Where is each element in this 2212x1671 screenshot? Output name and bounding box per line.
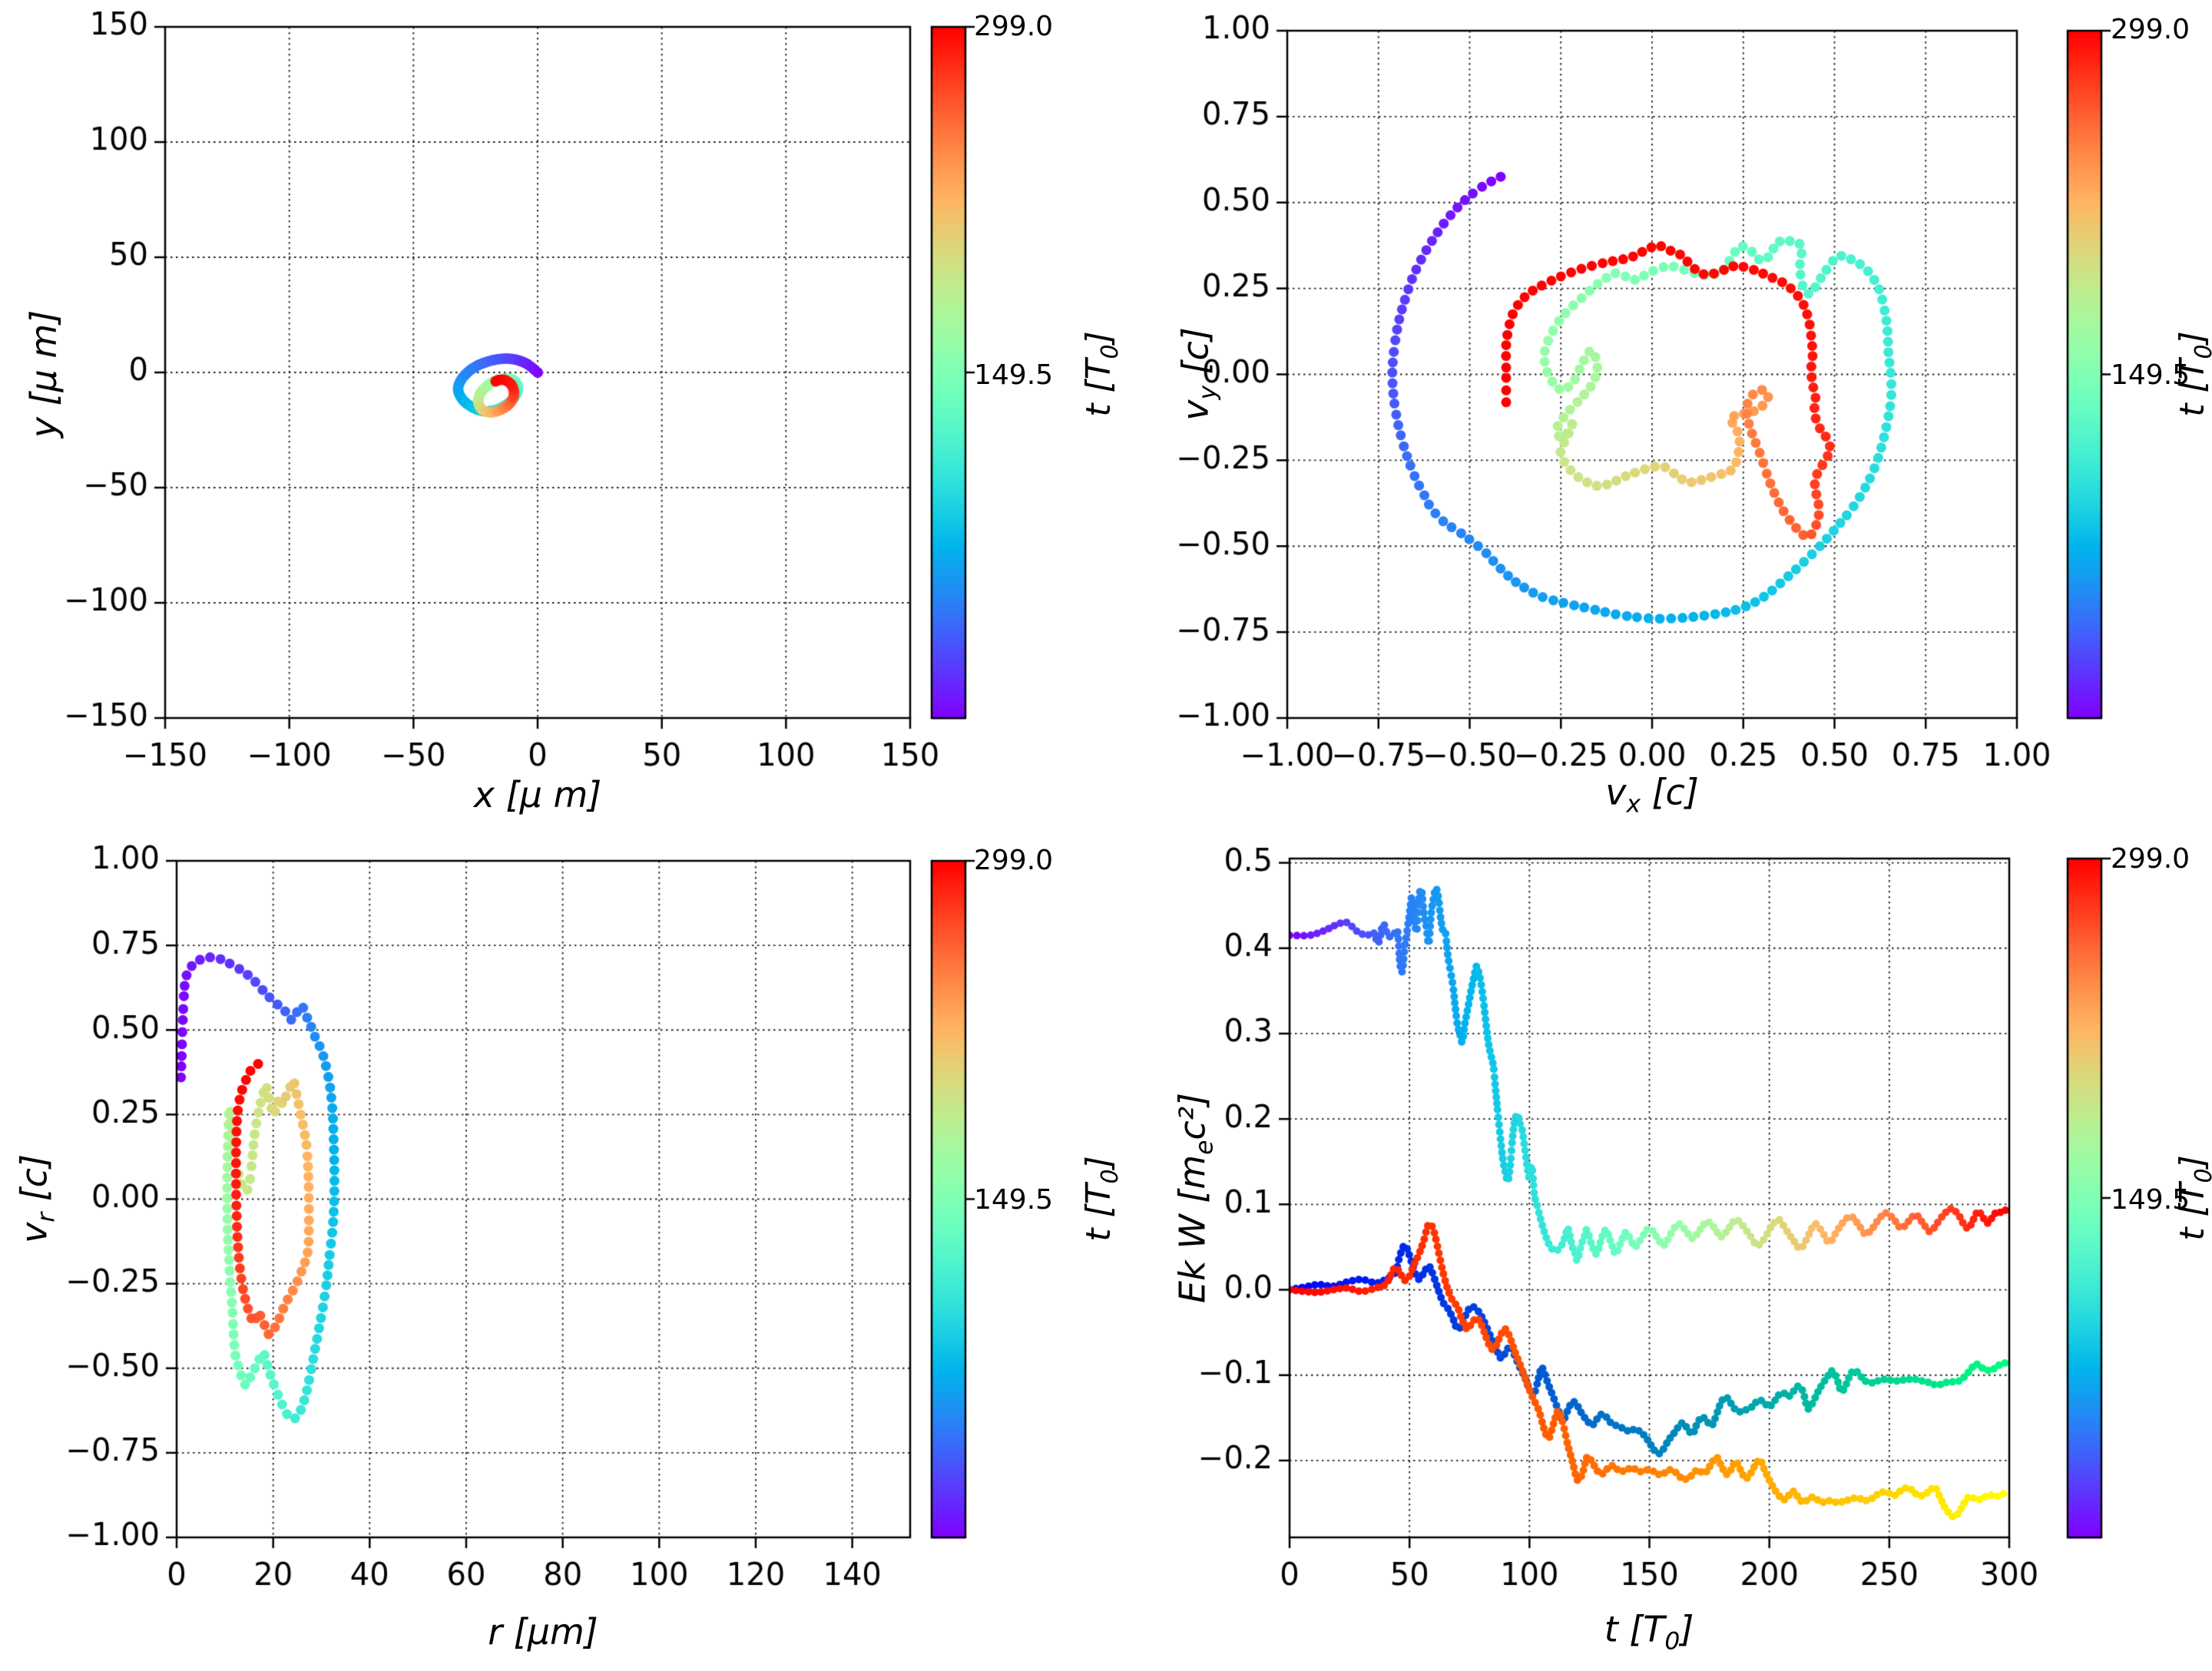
plot3-xlabel: r [μm] [488, 1611, 598, 1653]
colorbar4-mid-label: 149.5 [2111, 1184, 2190, 1216]
plot4-ylabel: Ek W [mec²] [1171, 1093, 1218, 1303]
plot1-ylabel-text: y [μ m] [23, 309, 65, 438]
plot4-xlabel: t [T0] [1604, 1608, 1694, 1655]
plot2-ylabel-rest: [c] [1174, 327, 1217, 386]
colorbar3-title-main: t [T [1079, 1183, 1119, 1242]
plot2-xlabel-main: v [1605, 771, 1627, 813]
colorbar1-title-sub: 0 [1096, 344, 1124, 359]
plot4-xlabel-main: t [T [1604, 1608, 1665, 1650]
colorbar1-title-rest: ] [1079, 331, 1119, 345]
colorbar3-title-sub: 0 [1096, 1169, 1124, 1184]
colorbar3-title-rest: ] [1079, 1156, 1119, 1170]
plot1-ylabel: y [μ m] [23, 310, 65, 438]
colorbar4-title-main: t [T [2173, 1183, 2212, 1241]
plot2-ylabel: vy [c] [1174, 327, 1221, 421]
colorbar2-title: t [T0] [2173, 331, 2212, 416]
plot3-xlabel-text: r [μm] [488, 1611, 598, 1653]
colorbar1-max-label: 299.0 [974, 11, 1054, 42]
colorbar2-mid-label: 149.5 [2111, 359, 2190, 391]
colorbar1-title-main: t [T [1079, 359, 1119, 417]
colorbar2-title-main: t [T [2173, 359, 2212, 417]
plot2-xlabel-sub: x [1626, 790, 1641, 819]
colorbar4-title-rest: ] [2173, 1155, 2212, 1169]
plot3-ylabel-sub: r [32, 1212, 61, 1223]
plot2-xlabel: vx [c] [1605, 771, 1699, 818]
plot1-xlabel: x [μ m] [474, 774, 601, 816]
plot2-ylabel-main: v [1174, 399, 1217, 421]
plot4-ylabel-sub: e [1190, 1140, 1219, 1155]
colorbar1-title: t [T0] [1079, 331, 1124, 416]
colorbar2-max-label: 299.0 [2111, 14, 2190, 45]
colorbar3-max-label: 299.0 [974, 845, 1054, 876]
plot4-ylabel-main: Ek W [m [1171, 1154, 1214, 1304]
colorbar2-title-sub: 0 [2190, 344, 2212, 359]
colorbar2-title-rest: ] [2173, 331, 2212, 345]
colorbar4-max-label: 299.0 [2111, 843, 2190, 875]
plot3-ylabel: vr [c] [13, 1154, 60, 1243]
plot1-xlabel-text: x [μ m] [473, 774, 602, 816]
plot3-ylabel-main: v [13, 1222, 55, 1243]
colorbar4-title-sub: 0 [2190, 1168, 2212, 1183]
colorbar3-mid-label: 149.5 [974, 1184, 1054, 1216]
colorbar1-mid-label: 149.5 [974, 359, 1054, 391]
plot4-ylabel-rest: c²] [1171, 1092, 1214, 1140]
plot4-xlabel-sub: 0 [1664, 1627, 1681, 1656]
colorbar3-title: t [T0] [1079, 1156, 1124, 1241]
plot2-xlabel-rest: [c] [1640, 771, 1699, 813]
plot2-ylabel-sub: y [1194, 385, 1222, 400]
colorbar4-title: t [T0] [2173, 1155, 2212, 1240]
plot4-xlabel-rest: ] [1680, 1608, 1694, 1650]
plot3-ylabel-rest: [c] [13, 1154, 55, 1213]
